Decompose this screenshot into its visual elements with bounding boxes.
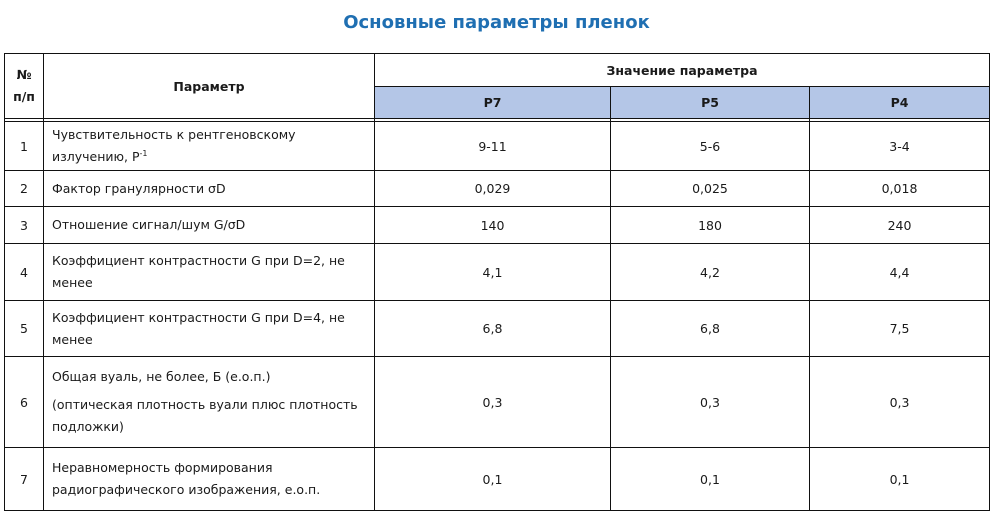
page-title: Основные параметры пленок xyxy=(343,12,650,33)
value-p5: 6,8 xyxy=(610,300,810,357)
parameter-cell: Фактор гранулярности σD xyxy=(43,170,375,207)
parameter-cell: Неравномерность формирования радиографич… xyxy=(43,447,375,511)
parameter-text: менее xyxy=(52,275,93,290)
value-p7: 0,029 xyxy=(374,170,611,207)
value-p4: 240 xyxy=(808,206,991,244)
row-number: 5 xyxy=(4,300,44,357)
row-number: 7 xyxy=(4,447,44,511)
parameter-text: (оптическая плотность вуали плюс плотнос… xyxy=(52,397,358,412)
value-p4: 0,018 xyxy=(808,170,991,207)
parameter-text: Коэффициент контрастности G при D=2, не xyxy=(52,253,345,268)
value-p7: 0,3 xyxy=(374,356,611,448)
table-row: 6 Общая вуаль, не более, Б (е.о.п.) (опт… xyxy=(4,356,991,448)
column-header-p5: Р5 xyxy=(610,86,810,119)
superscript: -1 xyxy=(139,149,148,158)
value-p7: 9-11 xyxy=(374,121,611,171)
parameter-text: Фактор гранулярности σD xyxy=(52,180,226,196)
header-row-bottom: Р7 Р5 Р4 xyxy=(5,86,991,119)
value-p4: 0,1 xyxy=(808,447,991,511)
table-row: 4 Коэффициент контрастности G при D=2, н… xyxy=(4,243,991,301)
value-p7: 0,1 xyxy=(374,447,611,511)
row-number: 4 xyxy=(4,243,44,301)
parameter-text: Коэффициент контрастности G при D=4, не xyxy=(52,309,345,325)
value-p5: 0,025 xyxy=(610,170,810,207)
parameter-text: излучению, Р xyxy=(52,149,140,164)
table-row: 5 Коэффициент контрастности G при D=4, н… xyxy=(4,300,991,357)
column-header-parameter: Параметр xyxy=(43,53,375,119)
parameter-text: Неравномерность формирования xyxy=(52,460,273,475)
number-label-line1: № xyxy=(16,67,32,82)
table-row: 7 Неравномерность формирования радиограф… xyxy=(4,447,991,511)
parameter-cell: Общая вуаль, не более, Б (е.о.п.) (оптич… xyxy=(43,356,375,448)
table-row: 2 Фактор гранулярности σD 0,029 0,025 0,… xyxy=(4,170,991,207)
row-number: 2 xyxy=(4,170,44,207)
parameter-cell: Коэффициент контрастности G при D=4, не … xyxy=(43,300,375,357)
header-row-top: № п/п Параметр Значение параметра xyxy=(4,53,991,119)
row-number: 1 xyxy=(4,121,44,171)
value-p5: 0,3 xyxy=(610,356,810,448)
parameter-text: менее xyxy=(52,331,93,347)
number-label-line2: п/п xyxy=(13,89,35,104)
table-row: 3 Отношение сигнал/шум G/σD 140 180 240 xyxy=(4,206,991,244)
value-p4: 3-4 xyxy=(808,121,991,171)
parameter-cell: Коэффициент контрастности G при D=2, не … xyxy=(43,243,375,301)
value-p5: 0,1 xyxy=(610,447,810,511)
value-p5: 5-6 xyxy=(610,121,810,171)
value-p7: 140 xyxy=(374,206,611,244)
parameter-text: подложки) xyxy=(52,419,124,434)
film-parameters-table: № п/п Параметр Значение параметра Р7 Р5 … xyxy=(4,53,991,511)
value-p7: 6,8 xyxy=(374,300,611,357)
row-number: 3 xyxy=(4,206,44,244)
parameter-text: радиографического изображения, е.о.п. xyxy=(52,482,321,497)
parameter-text: Общая вуаль, не более, Б (е.о.п.) xyxy=(52,369,271,384)
table-row: 1 Чувствительность к рентгеновскому излу… xyxy=(4,121,991,171)
row-number: 6 xyxy=(4,356,44,448)
value-p5: 180 xyxy=(610,206,810,244)
column-header-p7: Р7 xyxy=(374,86,611,119)
parameter-text: Чувствительность к рентгеновскому xyxy=(52,127,296,142)
column-header-number: № п/п xyxy=(4,53,44,119)
value-p4: 7,5 xyxy=(808,300,991,357)
parameter-cell: Отношение сигнал/шум G/σD xyxy=(43,206,375,244)
value-p7: 4,1 xyxy=(374,243,611,301)
value-p5: 4,2 xyxy=(610,243,810,301)
column-header-p4: Р4 xyxy=(808,86,991,119)
parameter-text: Отношение сигнал/шум G/σD xyxy=(52,217,246,232)
parameter-cell: Чувствительность к рентгеновскому излуче… xyxy=(43,121,375,171)
value-p4: 0,3 xyxy=(808,356,991,448)
parameter-text-with-superscript: излучению, Р-1 xyxy=(52,146,366,168)
value-p4: 4,4 xyxy=(808,243,991,301)
column-group-header-value: Значение параметра xyxy=(373,53,991,87)
